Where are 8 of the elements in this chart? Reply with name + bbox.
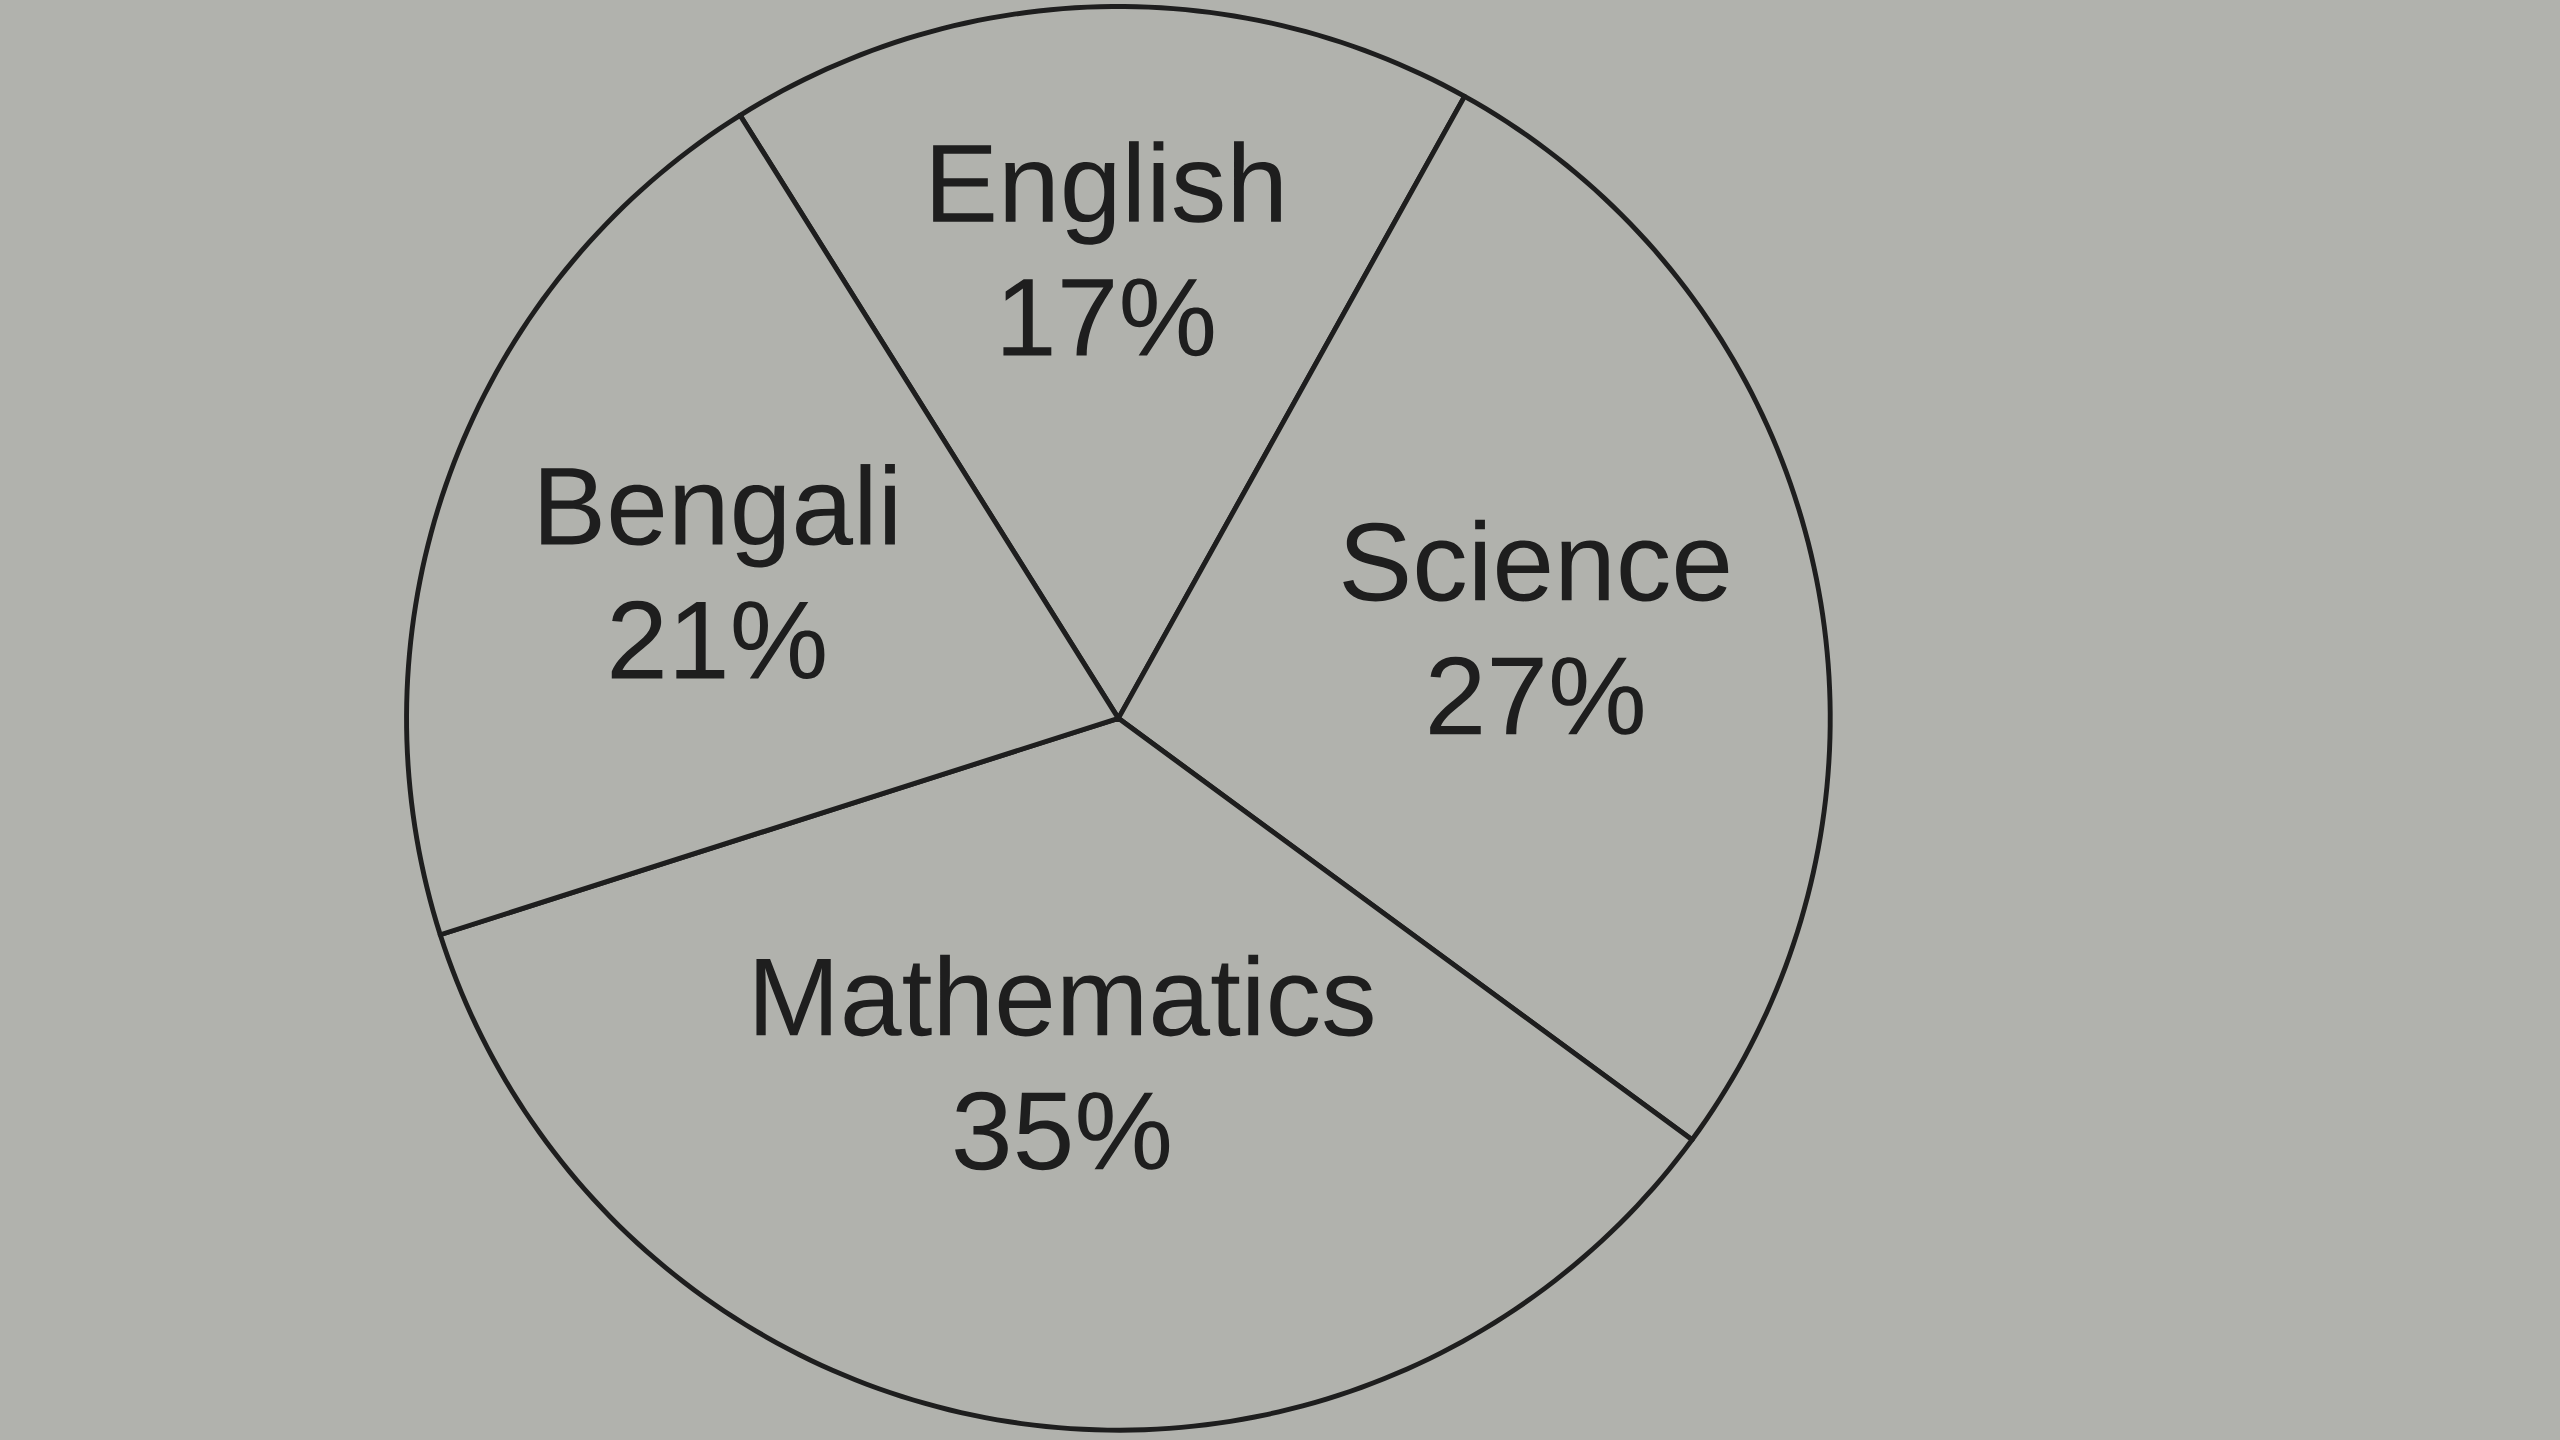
slice-label: Science (1343, 519, 1729, 602)
slice-label: Mathematics (756, 954, 1373, 1037)
slice-label: English (933, 141, 1281, 245)
data-label: 35% (955, 1091, 1170, 1171)
data-label: 21% (611, 600, 825, 680)
slice-label: Bengali (541, 464, 895, 568)
data-label: 27% (1430, 656, 1643, 735)
data-label: 17% (1003, 278, 1214, 357)
